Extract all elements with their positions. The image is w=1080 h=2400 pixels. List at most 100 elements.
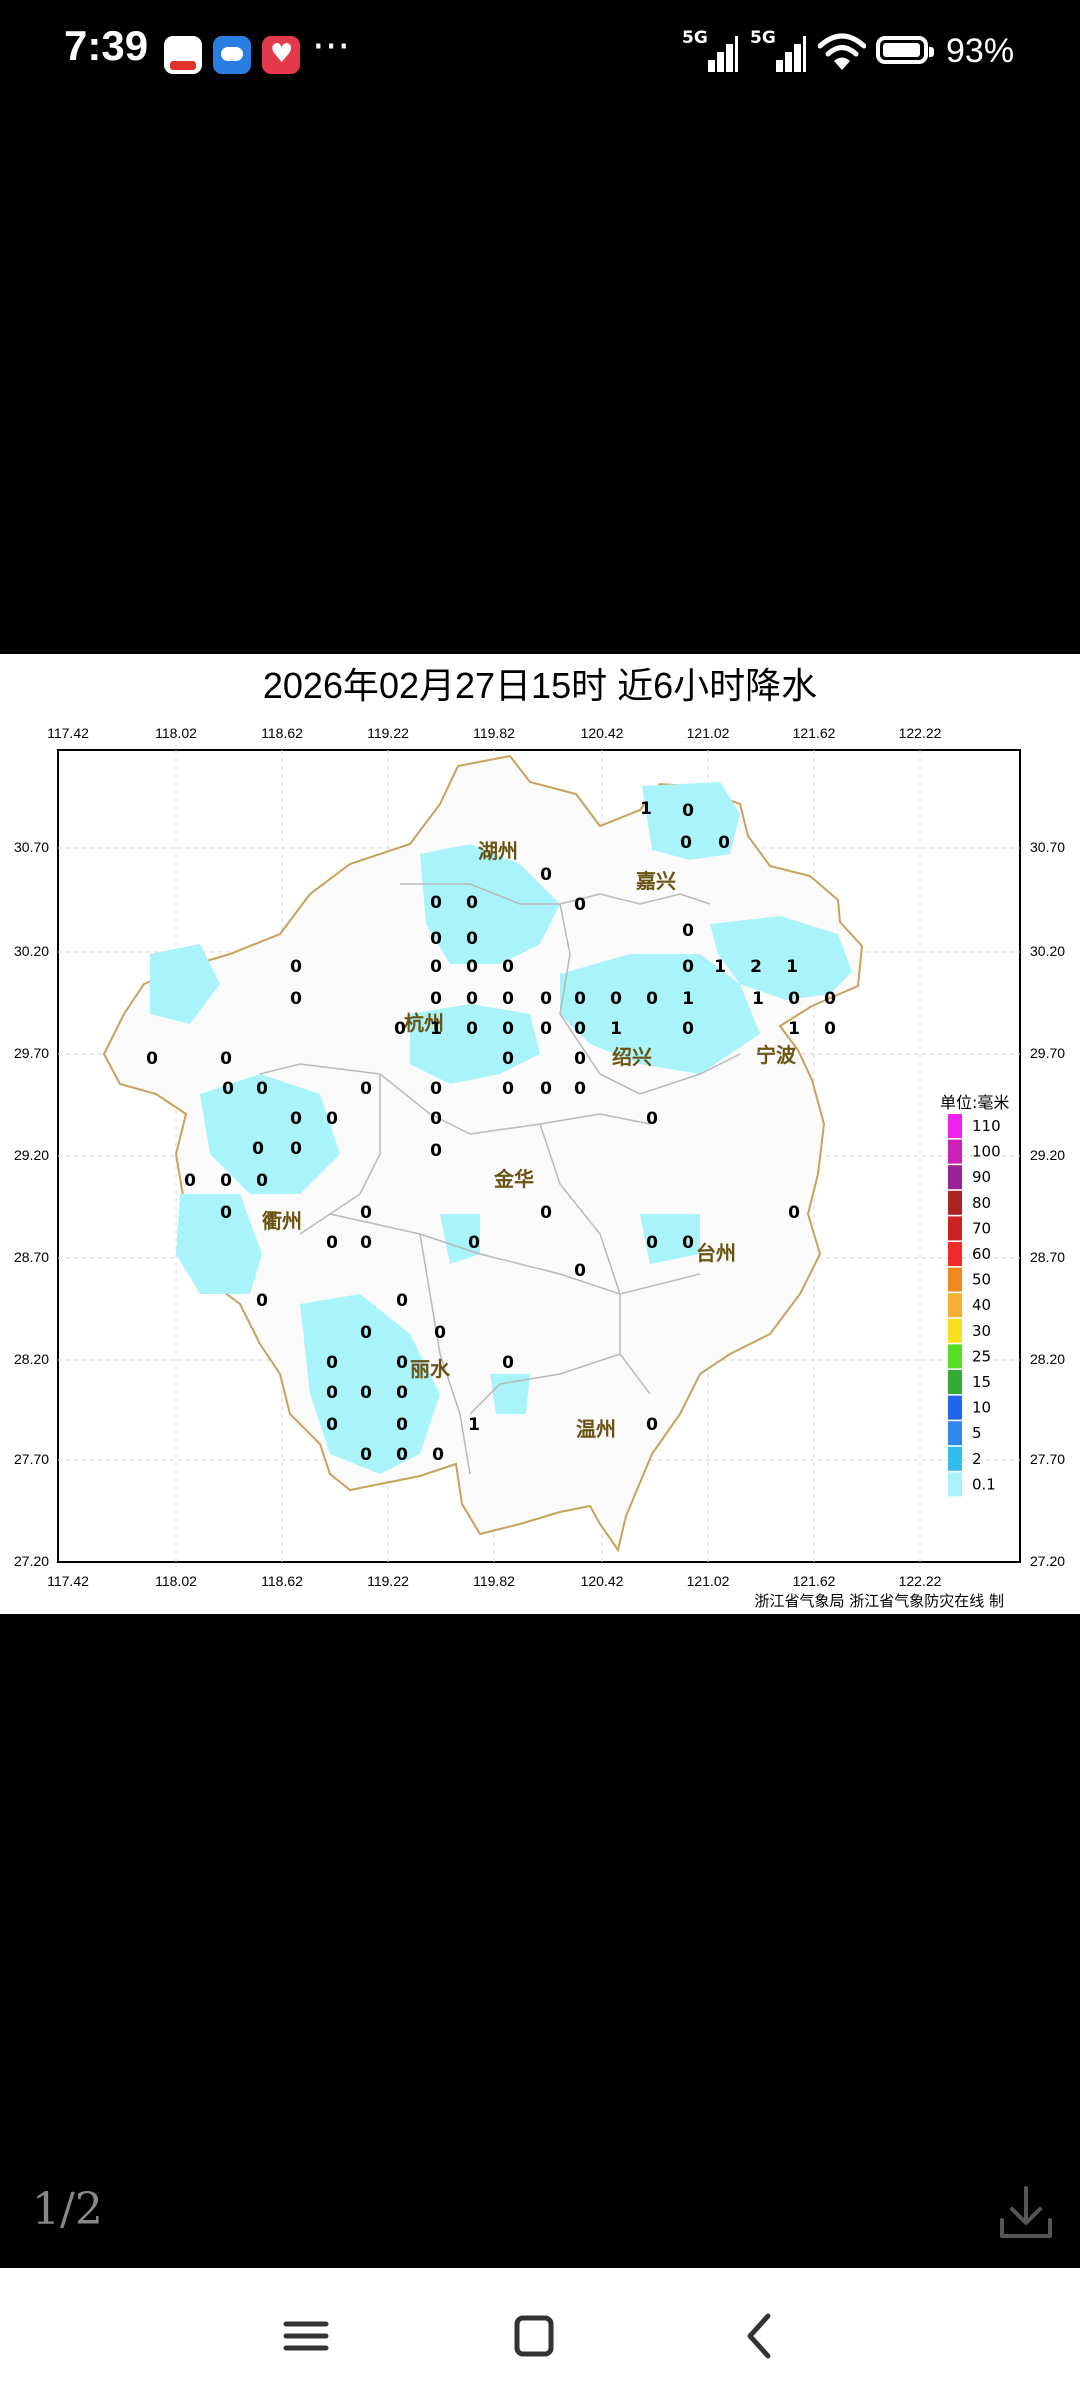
station-value: 0 (326, 1415, 338, 1435)
station-value: 0 (468, 1233, 480, 1253)
station-value: 0 (540, 1019, 552, 1039)
station-value: 0 (290, 957, 302, 977)
station-value: 0 (466, 957, 478, 977)
legend-label: 15 (972, 1373, 991, 1391)
station-value: 0 (290, 1109, 302, 1129)
legend-label: 30 (972, 1322, 991, 1340)
legend-swatch (948, 1216, 962, 1241)
station-value: 1 (430, 1019, 442, 1039)
station-value: 0 (360, 1079, 372, 1099)
legend-label: 40 (972, 1296, 991, 1314)
station-value: 0 (466, 989, 478, 1009)
home-square-icon[interactable] (502, 2304, 566, 2368)
station-value: 0 (326, 1353, 338, 1373)
latitude-labels: 30.70 30.20 29.70 29.20 28.70 28.20 27.7… (14, 839, 1065, 1569)
legend-label: 80 (972, 1194, 991, 1212)
image-viewer-content[interactable]: 2026年02月27日15时 近6小时降水 117.42 118.02 118.… (0, 654, 1080, 1614)
lon-tick: 121.62 (793, 1573, 836, 1589)
precipitation-map: 2026年02月27日15时 近6小时降水 117.42 118.02 118.… (14, 665, 1065, 1610)
station-value: 0 (824, 1019, 836, 1039)
home-app-icon (164, 36, 202, 74)
station-value: 0 (396, 1415, 408, 1435)
station-value: 0 (540, 1203, 552, 1223)
station-value: 1 (610, 1019, 622, 1039)
station-value: 0 (396, 1383, 408, 1403)
precipitation-areas (150, 782, 852, 1474)
lon-tick: 120.42 (581, 725, 624, 741)
battery-percent: 93% (946, 32, 1015, 70)
legend-swatch (948, 1242, 962, 1266)
signal-5g-icon-2: 5G (750, 28, 806, 72)
signal-5g-icon: 5G (682, 28, 738, 72)
station-value: 0 (326, 1233, 338, 1253)
station-value: 0 (222, 1079, 234, 1099)
lat-tick: 28.20 (14, 1351, 49, 1367)
recent-apps-menu-icon[interactable] (274, 2304, 338, 2368)
station-value: 0 (824, 989, 836, 1009)
lat-tick: 29.20 (14, 1147, 49, 1163)
legend-swatch (948, 1446, 962, 1471)
legend-label: 5 (972, 1424, 982, 1442)
back-chevron-icon[interactable] (728, 2304, 792, 2368)
station-value: 0 (432, 1445, 444, 1465)
lon-tick: 121.02 (687, 1573, 730, 1589)
lat-tick: 27.70 (1030, 1451, 1065, 1467)
city-label-lishui: 丽水 (410, 1357, 451, 1381)
legend-label: 100 (972, 1143, 1001, 1161)
station-value: 0 (326, 1383, 338, 1403)
station-value: 0 (540, 989, 552, 1009)
station-value: 0 (360, 1203, 372, 1223)
lat-tick: 28.20 (1030, 1351, 1065, 1367)
station-value: 0 (256, 1079, 268, 1099)
station-value: 0 (290, 1139, 302, 1159)
station-value: 0 (396, 1291, 408, 1311)
heart-app-icon (262, 36, 300, 74)
station-value: 0 (502, 1079, 514, 1099)
station-value: 0 (682, 801, 694, 821)
legend-swatch (948, 1267, 962, 1292)
lon-tick: 121.62 (793, 725, 836, 741)
city-boundaries (259, 883, 741, 1475)
legend: 110 100 90 80 70 60 50 40 30 25 15 10 5 2 0.1 (948, 1114, 1001, 1497)
lon-tick: 119.82 (473, 725, 515, 741)
city-label-shaoxing: 绍兴 (612, 1045, 652, 1069)
lon-tick: 117.42 (47, 1573, 89, 1589)
city-label-huzhou: 湖州 (478, 839, 518, 863)
lat-tick: 30.20 (1030, 943, 1065, 959)
station-value: 0 (220, 1049, 232, 1069)
station-value: 0 (646, 989, 658, 1009)
legend-label: 25 (972, 1347, 991, 1365)
station-value: 1 (786, 957, 798, 977)
legend-swatch (948, 1139, 962, 1164)
lat-tick: 30.70 (14, 839, 49, 855)
legend-label: 10 (972, 1399, 991, 1417)
station-value: 0 (326, 1109, 338, 1129)
station-value: 2 (750, 957, 762, 977)
lat-tick: 30.20 (14, 943, 49, 959)
lon-tick: 118.62 (261, 725, 303, 741)
legend-swatch (948, 1165, 962, 1190)
lat-tick: 27.20 (1030, 1553, 1065, 1569)
legend-label: 2 (972, 1450, 982, 1468)
lon-tick: 118.62 (261, 1573, 303, 1589)
download-icon[interactable] (996, 2182, 1056, 2242)
clock: 7:39 (64, 22, 149, 69)
legend-label: 60 (972, 1245, 991, 1263)
station-value: 0 (252, 1139, 264, 1159)
station-value: 0 (610, 989, 622, 1009)
station-value: 0 (540, 865, 552, 885)
source-credit: 浙江省气象局 浙江省气象防灾在线 制 (754, 1592, 1004, 1610)
lat-tick: 28.70 (1030, 1249, 1065, 1265)
legend-label: 50 (972, 1271, 991, 1289)
station-value: 1 (640, 799, 652, 819)
station-value: 0 (646, 1233, 658, 1253)
battery-icon (876, 36, 934, 64)
station-value: 0 (430, 1109, 442, 1129)
station-value: 1 (752, 989, 764, 1009)
lat-tick: 30.70 (1030, 839, 1065, 855)
station-value: 0 (718, 833, 730, 853)
longitude-labels: 117.42 118.02 118.62 119.22 119.82 120.4… (47, 725, 942, 1589)
station-value: 0 (184, 1171, 196, 1191)
lat-tick: 27.20 (14, 1553, 49, 1569)
